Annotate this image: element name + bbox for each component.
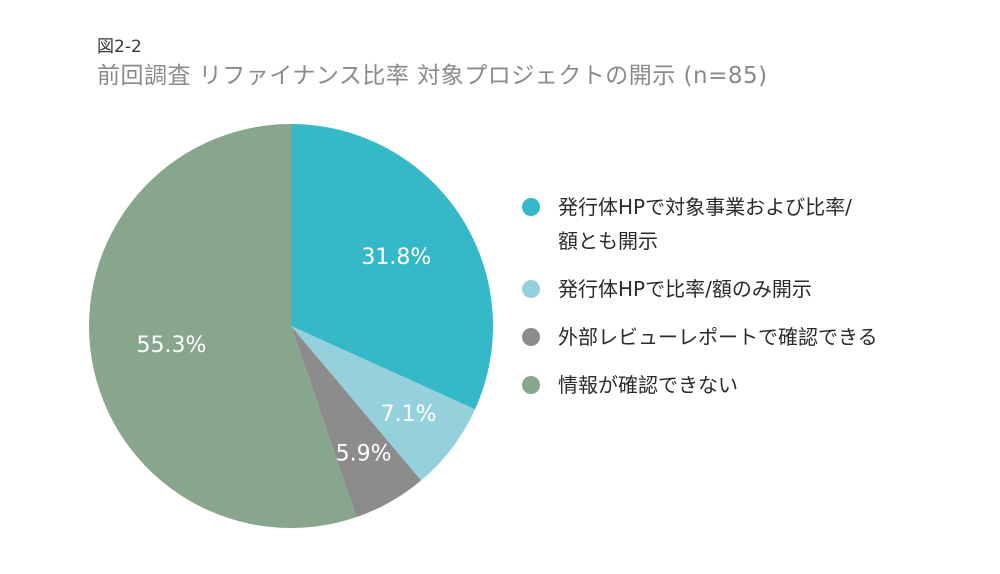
chart-title: 前回調査 リファイナンス比率 対象プロジェクトの開示 (n=85) [97, 63, 768, 89]
pie-data-label: 31.8% [361, 245, 431, 270]
pie-data-labels: 31.8% 7.1% 5.9% 55.3% [136, 245, 436, 466]
legend-swatch [522, 280, 540, 298]
legend: 発行体HPで対象事業および比率/ 額とも開示 発行体HPで比率/額のみ開示 外部… [518, 190, 958, 416]
legend-label: 発行体HPで比率/額のみ開示 [558, 277, 812, 301]
legend-label-cont: 額とも開示 [558, 229, 658, 253]
legend-swatch [522, 376, 540, 394]
legend-label: 情報が確認できない [558, 373, 738, 397]
pie-slice [291, 124, 494, 410]
legend-item-external-review: 外部レビューレポートで確認できる [518, 320, 958, 354]
legend-label: 発行体HPで対象事業および比率/ [558, 195, 852, 219]
legend-item-not-confirmed: 情報が確認できない [518, 368, 958, 402]
legend-swatch [522, 198, 540, 216]
pie-data-label: 55.3% [136, 333, 206, 358]
pie-data-label: 7.1% [381, 402, 437, 427]
pie-slice [291, 326, 422, 518]
pie-slice [291, 326, 476, 481]
pie-data-label: 5.9% [336, 441, 392, 466]
legend-swatch [522, 328, 540, 346]
pie-slices [88, 124, 494, 528]
legend-item-full-disclosure: 発行体HPで対象事業および比率/ 額とも開示 [518, 190, 958, 258]
pie-slice [88, 124, 357, 528]
legend-item-ratio-only: 発行体HPで比率/額のみ開示 [518, 272, 958, 306]
legend-label: 外部レビューレポートで確認できる [558, 325, 878, 349]
figure-number: 図2-2 [97, 37, 142, 57]
